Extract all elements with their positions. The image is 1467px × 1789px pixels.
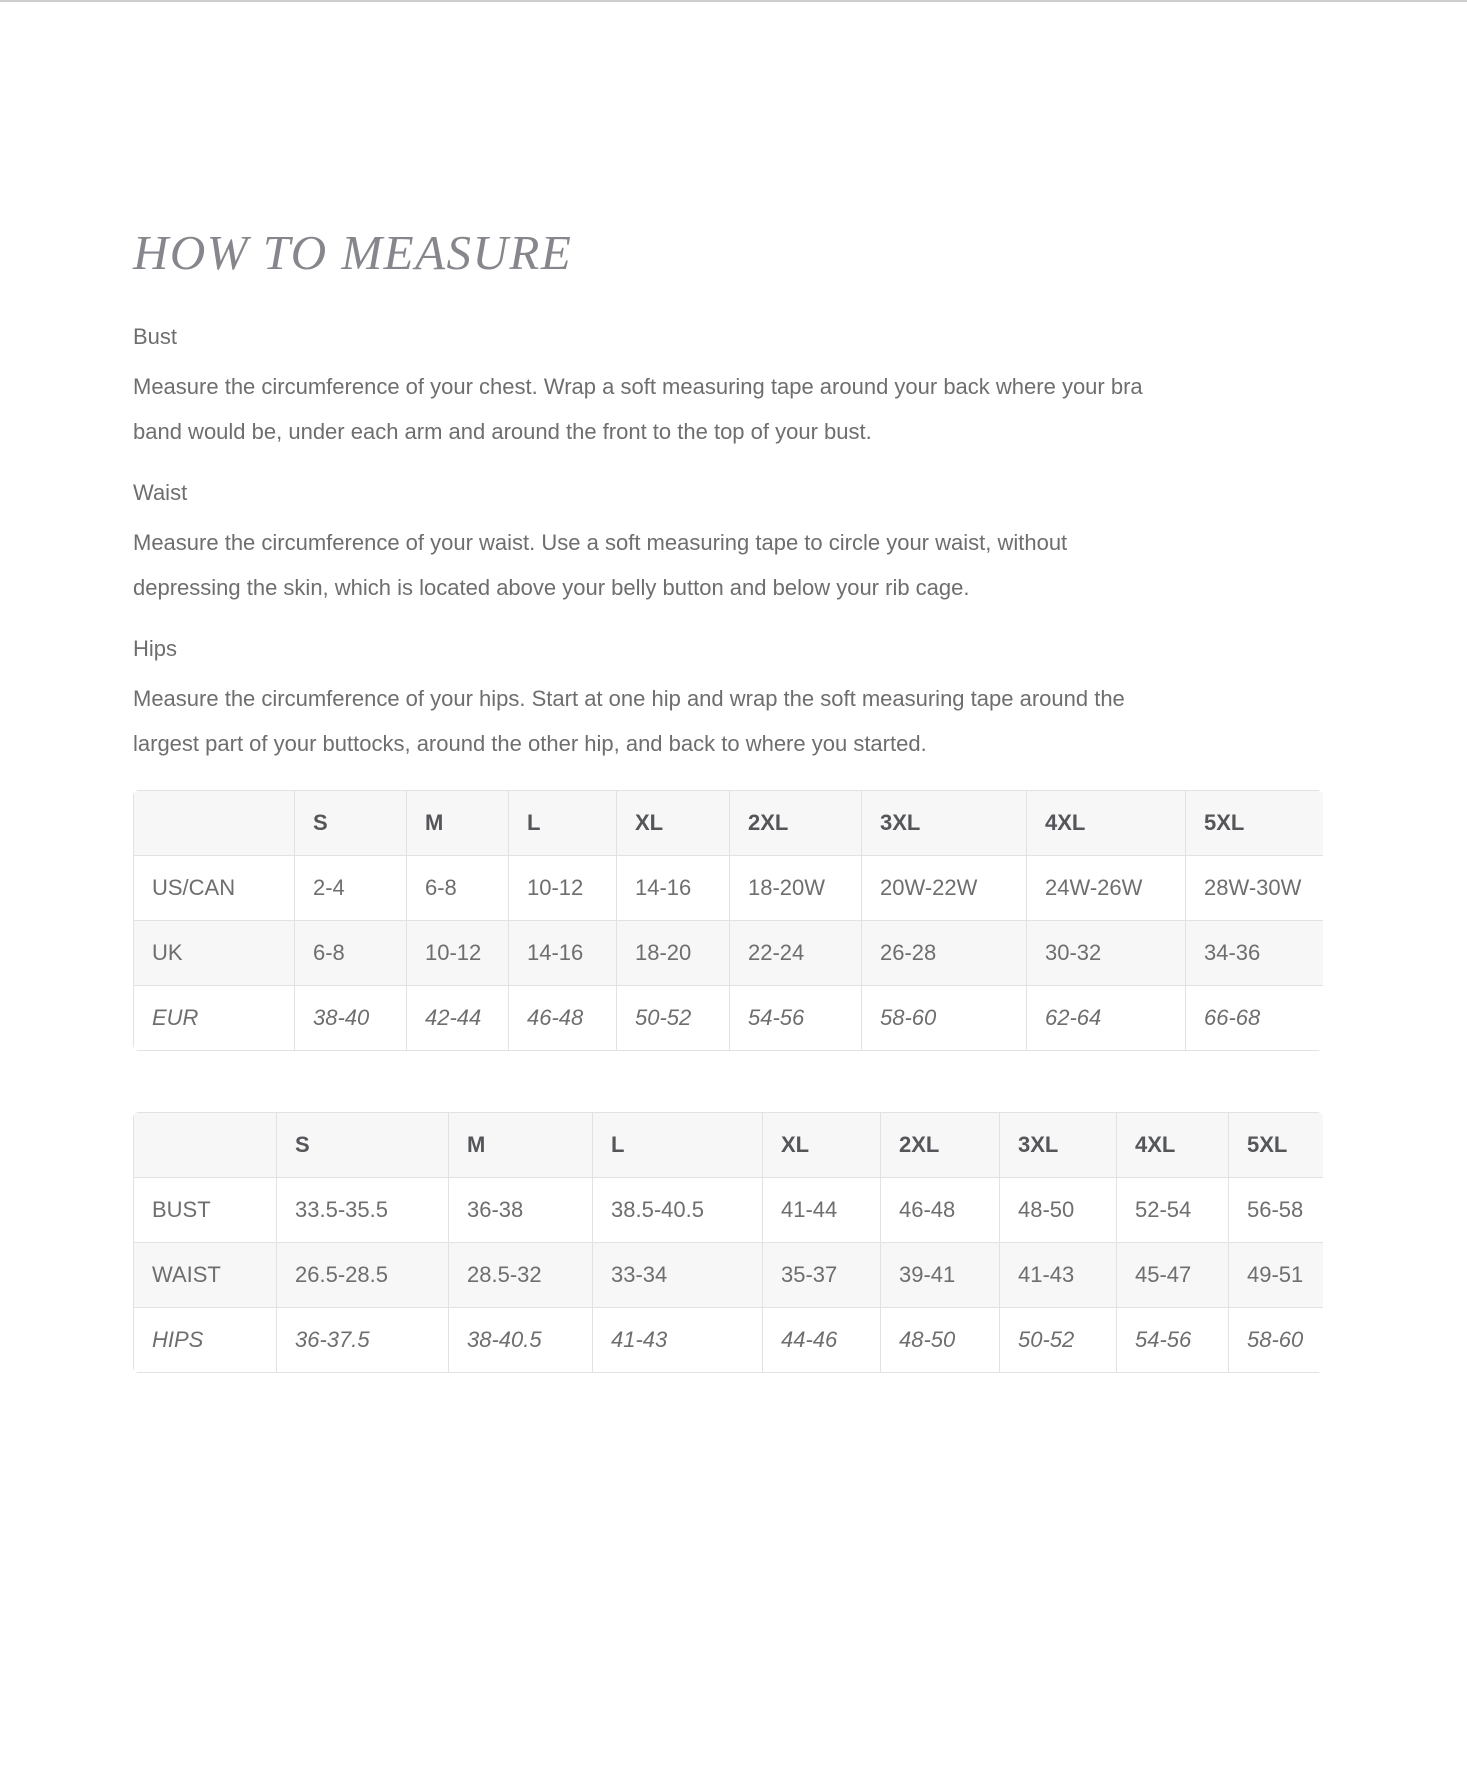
table-cell: 10-12	[508, 855, 617, 921]
section-hips: Hips Measure the circumference of your h…	[133, 634, 1323, 766]
row-label: EUR	[133, 985, 295, 1051]
column-header-5xl: 5XL	[1228, 1112, 1323, 1178]
table-cell: 33-34	[592, 1242, 763, 1308]
column-header-2xl: 2XL	[729, 790, 862, 856]
table-cell: 49-51	[1228, 1242, 1323, 1308]
table-cell: 6-8	[406, 855, 509, 921]
table-cell: 66-68	[1185, 985, 1323, 1051]
column-header-4xl: 4XL	[1116, 1112, 1229, 1178]
size-conversion-table-scroll-container[interactable]: S M L XL 2XL 3XL 4XL 5XL US/CAN 2-4 6-8 10-12 14-16…	[133, 790, 1323, 1051]
table-cell: 26-28	[861, 920, 1027, 986]
section-waist: Waist Measure the circumference of your …	[133, 478, 1323, 610]
table-cell: 14-16	[508, 920, 617, 986]
table-cell: 34-36	[1185, 920, 1323, 986]
row-label: US/CAN	[133, 855, 295, 921]
table-cell: 38.5-40.5	[592, 1177, 763, 1243]
table-cell: 38-40	[294, 985, 407, 1051]
section-body-waist: Measure the circumference of your waist.…	[133, 530, 1068, 600]
table-cell: 33.5-35.5	[276, 1177, 449, 1243]
table-cell: 58-60	[1228, 1307, 1323, 1373]
table-cell: 35-37	[762, 1242, 881, 1308]
table-cell: 42-44	[406, 985, 509, 1051]
table-cell: 50-52	[616, 985, 730, 1051]
table-cell: 54-56	[729, 985, 862, 1051]
table-cell: 18-20W	[729, 855, 862, 921]
body-measurements-table-scroll-container[interactable]: S M L XL 2XL 3XL 4XL 5XL BUST 33.5-35.5 36-38 38.5…	[133, 1112, 1323, 1373]
column-header-l: L	[508, 790, 617, 856]
how-to-measure-content: HOW TO MEASURE Bust Measure the circumfe…	[133, 224, 1323, 1373]
section-body-bust: Measure the circumference of your chest.…	[133, 374, 1143, 444]
table-cell: 22-24	[729, 920, 862, 986]
section-heading-bust: Bust	[133, 324, 178, 349]
table-cell: 48-50	[880, 1307, 1000, 1373]
column-header-xl: XL	[616, 790, 730, 856]
table-cell: 56-58	[1228, 1177, 1323, 1243]
row-label: BUST	[133, 1177, 277, 1243]
table-row-us-can: US/CAN 2-4 6-8 10-12 14-16 18-20W 20W-22W 24W-2…	[133, 855, 1323, 921]
column-header-s: S	[294, 790, 407, 856]
table-cell: 18-20	[616, 920, 730, 986]
table-cell: 2-4	[294, 855, 407, 921]
table-cell: 38-40.5	[448, 1307, 593, 1373]
table-cell: 28.5-32	[448, 1242, 593, 1308]
column-header-l: L	[592, 1112, 763, 1178]
column-header-m: M	[448, 1112, 593, 1178]
table-cell: 26.5-28.5	[276, 1242, 449, 1308]
table-cell: 46-48	[508, 985, 617, 1051]
column-header-4xl: 4XL	[1026, 790, 1186, 856]
table-cell: 10-12	[406, 920, 509, 986]
column-header-s: S	[276, 1112, 449, 1178]
body-measurements-table: S M L XL 2XL 3XL 4XL 5XL BUST 33.5-35.5 36-38 38.5…	[133, 1112, 1323, 1373]
table-cell: 58-60	[861, 985, 1027, 1051]
section-bust: Bust Measure the circumference of your c…	[133, 322, 1323, 454]
section-heading-waist: Waist	[133, 480, 188, 505]
column-header-3xl: 3XL	[861, 790, 1027, 856]
section-heading-hips: Hips	[133, 636, 178, 661]
table-cell: 41-43	[592, 1307, 763, 1373]
table-cell: 20W-22W	[861, 855, 1027, 921]
column-header-5xl: 5XL	[1185, 790, 1323, 856]
table-row-bust: BUST 33.5-35.5 36-38 38.5-40.5 41-44 46-48 48-…	[133, 1177, 1323, 1243]
table-cell: 44-46	[762, 1307, 881, 1373]
table-cell: 62-64	[1026, 985, 1186, 1051]
section-body-hips: Measure the circumference of your hips. …	[133, 686, 1125, 756]
table-cell: 30-32	[1026, 920, 1186, 986]
table-cell: 36-37.5	[276, 1307, 449, 1373]
table-cell: 48-50	[999, 1177, 1117, 1243]
table-row-eur: EUR 38-40 42-44 46-48 50-52 54-56 58-60 62-64 66…	[133, 985, 1323, 1051]
table-cell: 28W-30W	[1185, 855, 1323, 921]
table-cell: 14-16	[616, 855, 730, 921]
size-conversion-table: S M L XL 2XL 3XL 4XL 5XL US/CAN 2-4 6-8 10-12 14-16…	[133, 790, 1323, 1051]
page-title: HOW TO MEASURE	[133, 225, 573, 280]
row-label: UK	[133, 920, 295, 986]
table-cell: 50-52	[999, 1307, 1117, 1373]
size-conversion-header-row: S M L XL 2XL 3XL 4XL 5XL	[133, 790, 1323, 856]
column-header-blank	[133, 1112, 277, 1178]
table-row-uk: UK 6-8 10-12 14-16 18-20 22-24 26-28 30-32 34-36	[133, 920, 1323, 986]
table-cell: 39-41	[880, 1242, 1000, 1308]
table-row-hips: HIPS 36-37.5 38-40.5 41-43 44-46 48-50 50-52 54…	[133, 1307, 1323, 1373]
column-header-3xl: 3XL	[999, 1112, 1117, 1178]
row-label: WAIST	[133, 1242, 277, 1308]
table-cell: 45-47	[1116, 1242, 1229, 1308]
table-cell: 6-8	[294, 920, 407, 986]
table-cell: 36-38	[448, 1177, 593, 1243]
table-cell: 46-48	[880, 1177, 1000, 1243]
body-measurements-header-row: S M L XL 2XL 3XL 4XL 5XL	[133, 1112, 1323, 1178]
column-header-m: M	[406, 790, 509, 856]
column-header-2xl: 2XL	[880, 1112, 1000, 1178]
table-cell: 52-54	[1116, 1177, 1229, 1243]
table-cell: 41-44	[762, 1177, 881, 1243]
table-cell: 41-43	[999, 1242, 1117, 1308]
column-header-xl: XL	[762, 1112, 881, 1178]
column-header-blank	[133, 790, 295, 856]
table-cell: 24W-26W	[1026, 855, 1186, 921]
table-row-waist: WAIST 26.5-28.5 28.5-32 33-34 35-37 39-41 41-4…	[133, 1242, 1323, 1308]
table-cell: 54-56	[1116, 1307, 1229, 1373]
row-label: HIPS	[133, 1307, 277, 1373]
